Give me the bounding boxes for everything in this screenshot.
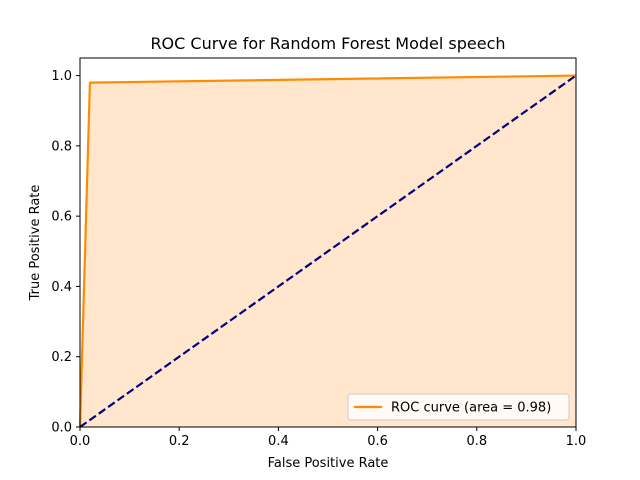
- chart-title: ROC Curve for Random Forest Model speech: [150, 34, 505, 53]
- y-tick-label: 1.0: [51, 69, 72, 84]
- x-tick-label: 0.4: [268, 434, 289, 449]
- plot-lines: [78, 74, 577, 428]
- x-tick-label: 0.0: [70, 434, 91, 449]
- y-axis-ticks: 0.0 0.2 0.4 0.6 0.8 1.0: [51, 69, 80, 436]
- x-tick-label: 0.8: [466, 434, 487, 449]
- x-tick-label: 0.2: [169, 434, 190, 449]
- x-tick-label: 1.0: [566, 434, 587, 449]
- roc-curve-line: [78, 74, 577, 428]
- legend-label: ROC curve (area = 0.98): [391, 401, 551, 416]
- chance-diagonal-line: [79, 74, 577, 428]
- legend-box: [347, 393, 570, 421]
- y-tick-label: 0.0: [51, 421, 72, 436]
- legend: ROC curve (area = 0.98): [347, 393, 570, 421]
- y-axis-label: True Positive Rate: [28, 185, 43, 302]
- y-tick-label: 0.4: [51, 280, 72, 295]
- x-tick-label: 0.6: [367, 434, 388, 449]
- y-tick-label: 0.6: [51, 210, 72, 225]
- y-tick-label: 0.2: [51, 350, 72, 365]
- axes-frame: [79, 57, 577, 428]
- x-axis-ticks: 0.0 0.2 0.4 0.6 0.8 1.0: [70, 427, 587, 449]
- y-tick-label: 0.8: [51, 139, 72, 154]
- x-axis-label: False Positive Rate: [268, 456, 389, 471]
